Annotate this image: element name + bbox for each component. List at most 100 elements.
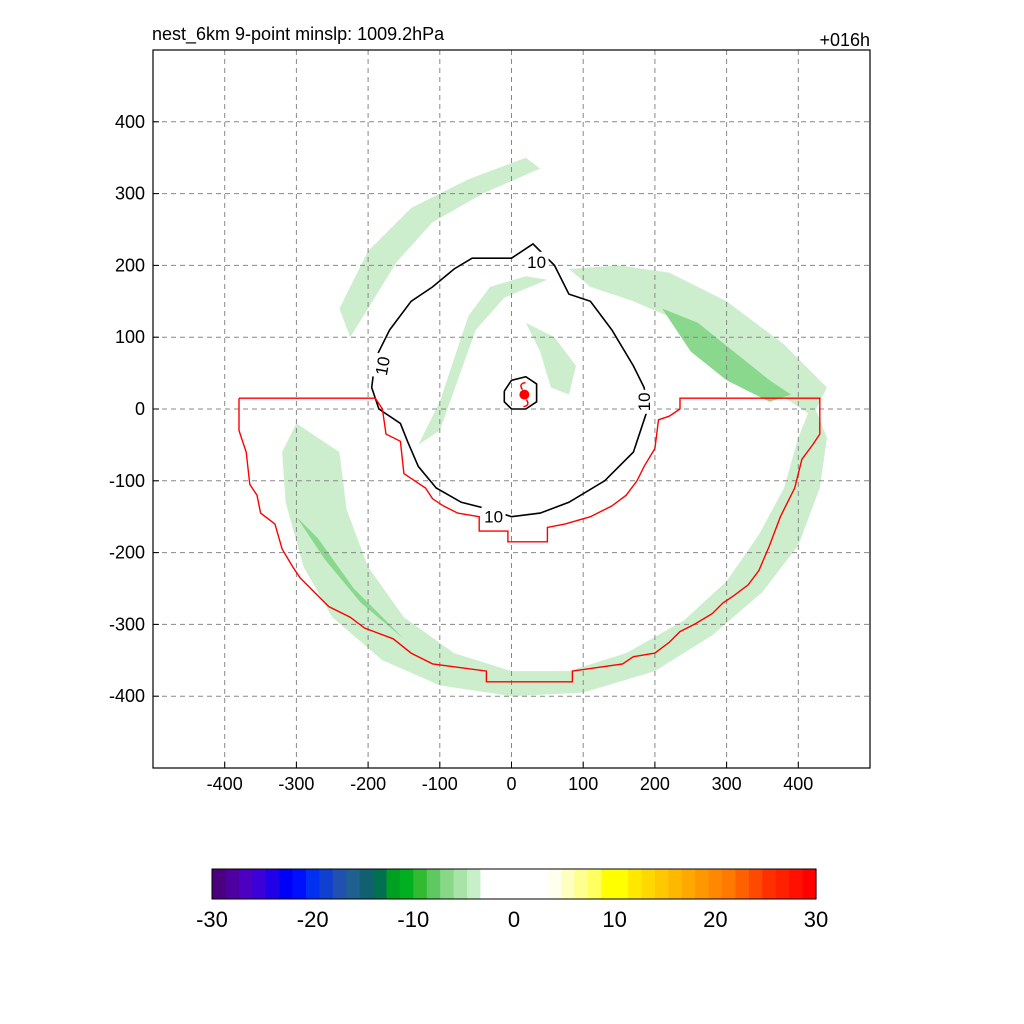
colorbar-cell-31 — [628, 869, 643, 899]
contour-label-3: 10 — [484, 508, 503, 527]
colorbar-cell-34 — [668, 869, 683, 899]
contour-label-2: 10 — [635, 392, 654, 411]
x-tick-label-3: -100 — [422, 774, 458, 794]
colorbar-cell-0 — [212, 869, 227, 899]
colorbar-cell-17 — [440, 869, 455, 899]
grid-layer — [153, 50, 870, 768]
colorbar: -30 -20 -10 0 10 20 30 — [196, 868, 828, 932]
colorbar-cell-9 — [332, 869, 347, 899]
contour-layer: 10 10 10 10 — [370, 242, 655, 527]
colorbar-label-3: 0 — [508, 907, 520, 932]
colorbar-cell-16 — [426, 869, 441, 899]
colorbar-cell-39 — [735, 869, 750, 899]
colorbar-label-4: 10 — [602, 907, 626, 932]
colorbar-cell-42 — [775, 869, 790, 899]
y-tick-label-0: -400 — [109, 686, 145, 706]
storm-arm-bottom — [523, 399, 529, 408]
x-tick-label-4: 0 — [506, 774, 516, 794]
colorbar-cell-29 — [601, 869, 616, 899]
colorbar-cell-26 — [560, 869, 575, 899]
green-band-4 — [525, 322, 576, 395]
contour-inner-line — [503, 375, 538, 410]
colorbar-cell-2 — [238, 869, 253, 899]
colorbar-cell-44 — [802, 869, 817, 899]
contour-label-1: 10 — [372, 355, 394, 377]
colorbar-cell-20 — [480, 869, 495, 899]
x-axis-ticks: -400 -300 -200 -100 0 100 200 300 400 — [207, 762, 813, 794]
colorbar-cell-1 — [225, 869, 240, 899]
colorbar-cell-40 — [748, 869, 763, 899]
colorbar-cell-19 — [467, 869, 482, 899]
colorbar-cell-15 — [413, 869, 428, 899]
colorbar-cell-4 — [265, 869, 280, 899]
colorbar-cell-30 — [614, 869, 629, 899]
colorbar-cell-5 — [279, 869, 294, 899]
colorbar-cell-21 — [493, 869, 508, 899]
colorbar-cell-27 — [574, 869, 589, 899]
colorbar-frame — [211, 868, 817, 900]
plot-area: 10 10 10 10 — [152, 49, 871, 769]
colorbar-cell-43 — [789, 869, 804, 899]
colorbar-cell-12 — [373, 869, 388, 899]
colorbar-cell-23 — [520, 869, 535, 899]
y-tick-label-8: 400 — [115, 112, 145, 132]
colorbar-cell-18 — [453, 869, 468, 899]
x-tick-label-1: -300 — [278, 774, 314, 794]
colorbar-cell-14 — [399, 869, 414, 899]
domain-outline-layer — [238, 397, 821, 683]
x-tick-label-7: 300 — [712, 774, 742, 794]
contour-label-bg-2 — [634, 389, 655, 414]
colorbar-cell-22 — [507, 869, 522, 899]
x-tick-label-8: 400 — [783, 774, 813, 794]
colorbar-cell-13 — [386, 869, 401, 899]
colorbar-cell-37 — [708, 869, 723, 899]
colorbar-cell-8 — [319, 869, 334, 899]
y-tick-label-1: -300 — [109, 614, 145, 634]
green-band-5 — [662, 308, 792, 402]
colorbar-cell-10 — [346, 869, 361, 899]
colorbar-label-1: -20 — [297, 907, 329, 932]
green-bands-layer — [282, 157, 828, 697]
colorbar-label-0: -30 — [196, 907, 228, 932]
contour-label-bg-1 — [370, 352, 395, 380]
domain-outline — [238, 397, 821, 683]
contour-10-line — [370, 242, 649, 518]
colorbar-cell-25 — [547, 869, 562, 899]
x-tick-label-0: -400 — [207, 774, 243, 794]
colorbar-label-6: 30 — [804, 907, 828, 932]
storm-center-marker — [519, 389, 530, 400]
colorbar-labels: -30 -20 -10 0 10 20 30 — [196, 907, 828, 932]
colorbar-cell-11 — [359, 869, 374, 899]
y-tick-label-4: 0 — [135, 399, 145, 419]
colorbar-cell-33 — [654, 869, 669, 899]
y-axis-ticks: -400 -300 -200 -100 0 100 200 300 400 — [109, 112, 159, 706]
x-tick-label-5: 100 — [568, 774, 598, 794]
colorbar-cell-24 — [534, 869, 549, 899]
colorbar-cell-36 — [695, 869, 710, 899]
colorbar-cell-3 — [252, 869, 267, 899]
colorbar-cell-7 — [305, 869, 320, 899]
y-tick-label-5: 100 — [115, 327, 145, 347]
green-band-3 — [418, 276, 548, 445]
contour-label-0: 10 — [527, 253, 546, 272]
contour-label-bg-3 — [481, 506, 506, 527]
storm-center-layer — [519, 381, 530, 408]
y-tick-label-6: 200 — [115, 255, 145, 275]
colorbar-cell-32 — [641, 869, 656, 899]
green-band-1 — [339, 157, 541, 338]
colorbar-cell-28 — [587, 869, 602, 899]
colorbar-cells — [212, 869, 817, 899]
y-tick-label-7: 300 — [115, 184, 145, 204]
colorbar-label-2: -10 — [397, 907, 429, 932]
x-tick-label-6: 200 — [640, 774, 670, 794]
y-tick-label-2: -200 — [109, 543, 145, 563]
green-band-0 — [282, 401, 828, 697]
x-tick-label-2: -200 — [350, 774, 386, 794]
contour-label-bg-0 — [524, 251, 549, 272]
colorbar-cell-35 — [681, 869, 696, 899]
colorbar-cell-38 — [722, 869, 737, 899]
colorbar-cell-6 — [292, 869, 307, 899]
y-tick-label-3: -100 — [109, 471, 145, 491]
colorbar-label-5: 20 — [703, 907, 727, 932]
